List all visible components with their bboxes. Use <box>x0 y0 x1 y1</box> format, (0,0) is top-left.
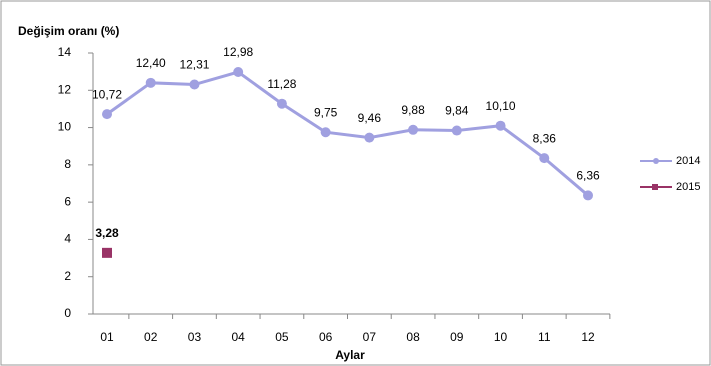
series-line <box>106 70 589 197</box>
x-tick-label: 04 <box>232 330 246 344</box>
data-label: 12,98 <box>223 45 253 59</box>
data-label: 10,10 <box>486 99 516 113</box>
legend-label: 2014 <box>676 155 700 167</box>
data-label: 9,75 <box>314 105 338 119</box>
legend-marker <box>652 184 658 190</box>
data-point <box>451 125 462 136</box>
y-axis-label: Değişim oranı (%) <box>18 24 119 38</box>
data-point <box>583 190 593 201</box>
y-tick-label: 4 <box>64 232 71 246</box>
data-label: 9,46 <box>358 111 382 125</box>
data-label: 9,88 <box>401 103 425 117</box>
x-axis-label: Aylar <box>335 348 365 362</box>
data-label: 10,72 <box>92 87 122 101</box>
data-label: 12,40 <box>136 56 166 70</box>
y-tick-label: 14 <box>58 45 72 59</box>
data-label: 12,31 <box>179 58 209 72</box>
data-point <box>189 79 200 90</box>
data-label: 9,84 <box>445 104 469 118</box>
data-point <box>364 132 375 143</box>
y-tick-label: 10 <box>58 120 72 134</box>
y-tick-label: 6 <box>64 194 71 208</box>
legend-marker <box>653 158 659 164</box>
y-tick-label: 8 <box>64 157 71 171</box>
x-tick-label: 09 <box>450 330 464 344</box>
legend-label: 2015 <box>676 181 700 193</box>
x-tick-label: 06 <box>319 330 333 344</box>
data-point <box>233 67 244 78</box>
data-label: 3,28 <box>95 226 119 240</box>
y-tick-label: 2 <box>64 269 71 283</box>
x-tick-label: 02 <box>144 330 158 344</box>
data-point <box>495 120 506 131</box>
data-point <box>145 77 156 88</box>
x-tick-label: 07 <box>363 330 377 344</box>
data-label: 6,36 <box>576 169 600 183</box>
x-tick-label: 11 <box>538 330 551 344</box>
x-tick-label: 01 <box>100 330 114 344</box>
data-label: 8,36 <box>533 131 557 145</box>
data-point <box>276 98 287 109</box>
x-tick-label: 05 <box>275 330 289 344</box>
x-tick-label: 10 <box>494 330 508 344</box>
x-tick-label: 08 <box>406 330 420 344</box>
y-tick-label: 0 <box>64 306 71 320</box>
data-point <box>408 124 419 135</box>
data-label: 11,28 <box>267 77 296 91</box>
data-point <box>320 127 331 138</box>
x-tick-label: 03 <box>188 330 202 344</box>
data-point <box>102 247 112 258</box>
data-point <box>102 109 112 120</box>
y-tick-label: 12 <box>58 82 72 96</box>
data-point <box>539 153 550 164</box>
x-tick-label: 12 <box>581 330 595 344</box>
